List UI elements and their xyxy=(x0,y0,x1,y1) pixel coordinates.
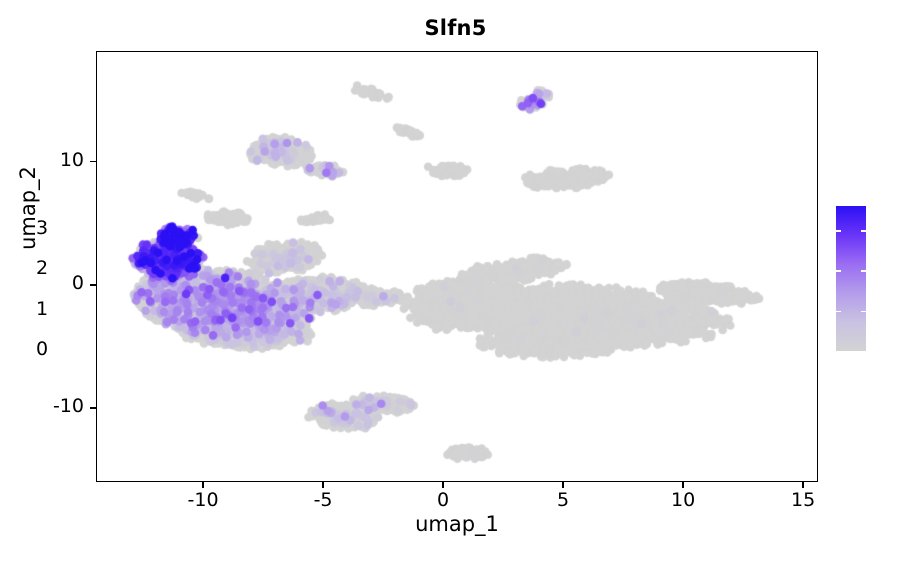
colorbar-tick-label: 0 xyxy=(36,338,49,360)
colorbar-tick-label: 2 xyxy=(36,257,49,280)
y-tick-mark xyxy=(90,160,96,163)
colorbar-tick-mark xyxy=(836,351,841,353)
y-tick-label: 0 xyxy=(71,271,84,294)
x-tick-mark xyxy=(322,482,324,488)
plot-area xyxy=(96,51,818,482)
colorbar-tick-label: 1 xyxy=(36,297,49,320)
colorbar-tick-label: 3 xyxy=(36,217,49,240)
y-tick-mark xyxy=(90,407,96,409)
colorbar-tick-mark xyxy=(861,310,866,313)
x-tick-mark xyxy=(802,482,804,488)
colorbar xyxy=(836,206,866,353)
colorbar-tick-mark xyxy=(836,310,841,313)
y-tick-mark xyxy=(90,284,96,286)
x-tick-mark xyxy=(682,482,684,488)
x-tick-label: 15 xyxy=(791,489,816,511)
y-tick-label: 10 xyxy=(59,148,84,171)
colorbar-tick-mark xyxy=(836,270,841,272)
x-tick-label: 0 xyxy=(437,489,450,511)
colorbar-tick-mark xyxy=(861,351,866,353)
x-axis-label: umap_1 xyxy=(415,512,499,536)
colorbar-tick-mark xyxy=(861,270,866,272)
y-tick-label: -10 xyxy=(52,395,84,418)
colorbar-gradient xyxy=(836,206,866,351)
x-tick-label: -5 xyxy=(313,489,333,511)
x-tick-label: 10 xyxy=(671,489,696,511)
colorbar-tick-mark xyxy=(836,230,841,232)
x-tick-mark xyxy=(562,482,564,488)
x-tick-mark xyxy=(202,482,204,488)
x-tick-label: 5 xyxy=(557,489,570,511)
x-tick-mark xyxy=(442,482,444,488)
x-tick-label: -10 xyxy=(187,489,219,511)
page-title: Slfn5 xyxy=(424,16,487,40)
scatter-plot-canvas xyxy=(97,52,817,481)
colorbar-tick-mark xyxy=(861,230,866,232)
